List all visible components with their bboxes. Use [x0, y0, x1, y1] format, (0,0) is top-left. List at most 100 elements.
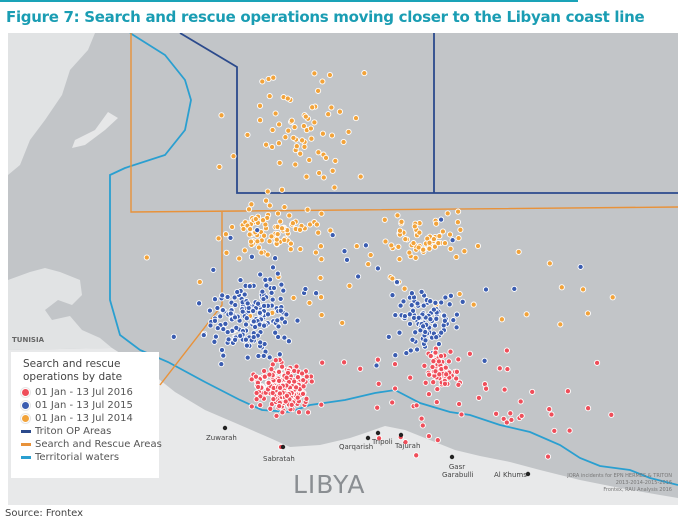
incident-marker: [283, 392, 290, 399]
incident-marker: [300, 122, 307, 130]
incident-marker: [303, 395, 310, 402]
incident-marker: [446, 231, 454, 238]
incident-marker: [287, 246, 294, 253]
incident-marker: [261, 322, 268, 329]
incident-marker: [196, 300, 203, 307]
incident-marker: [318, 401, 325, 408]
incident-marker: [453, 368, 460, 375]
incident-marker: [339, 319, 346, 326]
incident-marker: [283, 311, 290, 318]
legend-item-territorial: Territorial waters: [21, 452, 119, 463]
incident-marker: [312, 249, 319, 256]
incident-marker: [412, 329, 419, 336]
legend-item-2015: 01 Jan - 13 Jul 2015: [21, 400, 133, 411]
incident-marker: [453, 375, 460, 382]
city-dot-sabratah: [280, 444, 286, 450]
incident-marker: [328, 104, 335, 111]
incident-marker: [511, 285, 518, 292]
incident-marker: [319, 78, 326, 85]
incident-marker: [470, 301, 477, 308]
incident-marker: [318, 311, 325, 319]
legend-label: Triton OP Areas: [35, 426, 112, 437]
incident-marker: [306, 156, 313, 164]
source-note: Source: Frontex: [5, 508, 84, 519]
incident-marker: [434, 437, 441, 444]
incident-marker: [353, 243, 360, 250]
incident-marker: [374, 265, 381, 272]
incident-marker: [290, 134, 297, 141]
incident-marker: [433, 399, 440, 406]
incident-marker: [272, 357, 279, 364]
incident-marker: [328, 132, 336, 139]
incident-marker: [281, 204, 288, 211]
incident-marker: [483, 385, 490, 392]
incident-marker: [329, 167, 336, 174]
incident-marker: [394, 212, 401, 219]
incident-marker: [237, 277, 244, 284]
incident-marker: [577, 263, 584, 270]
incident-marker: [419, 422, 426, 429]
legend-label: 01 Jan - 13 Jul 2016: [35, 387, 133, 398]
incident-marker: [355, 273, 362, 280]
incident-marker: [413, 402, 420, 409]
incident-marker: [409, 336, 416, 343]
incident-marker: [438, 216, 445, 223]
incident-marker: [266, 93, 273, 100]
incident-marker: [309, 104, 316, 111]
incident-marker: [227, 234, 234, 241]
incident-marker: [234, 288, 241, 296]
incident-marker: [224, 329, 231, 336]
incident-marker: [243, 315, 250, 322]
map-credit: JORA incidents for EPN HERMES & TRITON 2…: [560, 473, 672, 494]
incident-marker: [289, 220, 296, 227]
incident-marker: [317, 243, 324, 250]
incident-marker: [431, 322, 439, 329]
incident-marker: [301, 143, 308, 150]
country-label-tunisia: TUNISIA: [12, 336, 44, 344]
incident-marker: [362, 242, 369, 249]
incident-marker: [389, 292, 396, 299]
incident-marker: [447, 292, 454, 299]
incident-marker: [426, 245, 433, 252]
incident-marker: [276, 121, 283, 128]
incident-marker: [268, 289, 275, 296]
incident-marker: [237, 332, 244, 339]
incident-marker: [493, 410, 500, 417]
incident-marker: [240, 225, 247, 233]
incident-marker: [408, 290, 415, 297]
incident-marker: [269, 264, 277, 271]
incident-marker: [217, 313, 224, 320]
incident-marker: [233, 324, 240, 331]
credit-line: JORA incidents for EPN HERMES & TRITON: [567, 473, 672, 479]
incident-marker: [250, 334, 257, 341]
incident-marker: [283, 374, 290, 381]
incident-marker: [544, 453, 552, 460]
incident-marker: [453, 311, 460, 318]
incident-marker: [241, 291, 248, 298]
incident-marker: [253, 396, 260, 403]
incident-marker: [430, 358, 437, 365]
incident-marker: [242, 321, 250, 328]
incident-marker: [450, 317, 457, 324]
incident-marker: [299, 137, 306, 144]
incident-marker: [245, 206, 253, 213]
legend: Search and rescue operations by date 01 …: [11, 352, 162, 478]
incident-marker: [400, 298, 407, 305]
credit-line: 2013-2014-2015-2016: [615, 480, 672, 486]
incident-marker: [515, 248, 522, 255]
incident-marker: [408, 302, 415, 309]
incident-marker: [297, 246, 304, 253]
incident-marker: [433, 220, 440, 227]
incident-marker: [270, 74, 277, 81]
red-dot-icon: [21, 387, 30, 397]
incident-marker: [255, 352, 262, 360]
incident-marker: [374, 356, 381, 363]
incident-marker: [357, 365, 364, 372]
incident-marker: [259, 288, 266, 295]
incident-marker: [442, 364, 449, 371]
incident-marker: [446, 301, 453, 308]
incident-marker: [196, 278, 203, 286]
city-dot-al-khums: [525, 471, 531, 477]
incident-marker: [264, 251, 271, 258]
